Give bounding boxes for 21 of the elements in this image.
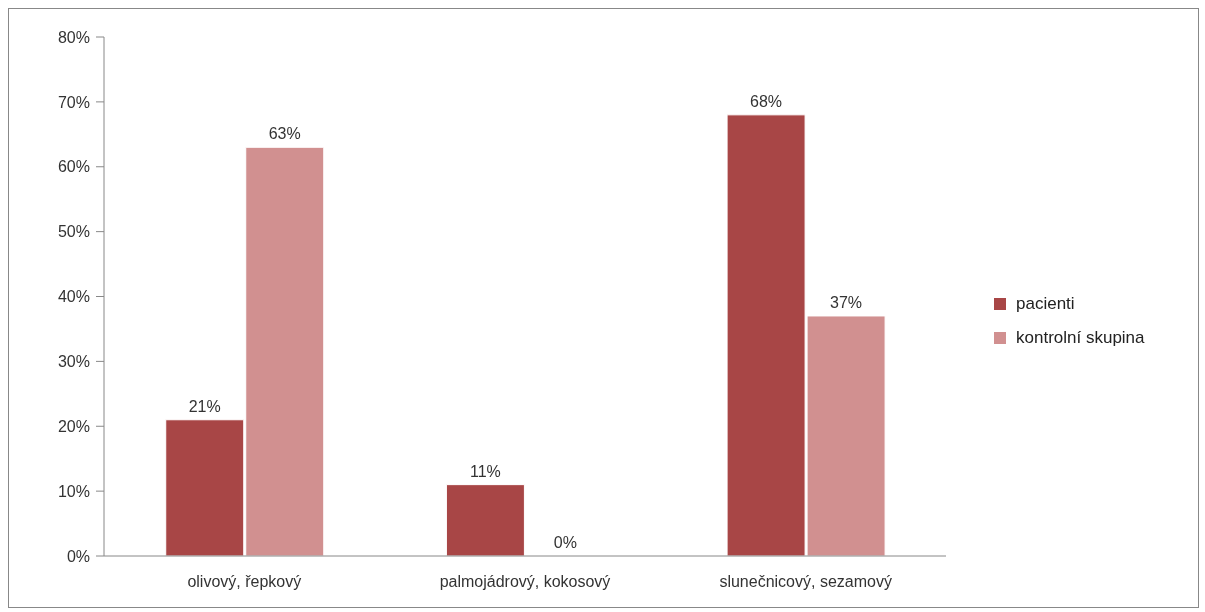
- y-tick-label: 50%: [57, 223, 90, 241]
- y-tick-label: 40%: [57, 288, 90, 306]
- y-tick-label: 30%: [57, 353, 90, 371]
- data-label: 21%: [188, 397, 221, 415]
- data-label: 11%: [469, 462, 501, 480]
- y-tick-label: 80%: [57, 28, 90, 46]
- x-tick-label: palmojádrový, kokosový: [439, 573, 611, 591]
- y-tick-label: 20%: [57, 417, 90, 435]
- data-label: 0%: [553, 533, 577, 551]
- data-label: 37%: [830, 293, 863, 311]
- bar: [445, 484, 525, 556]
- data-label: 68%: [750, 92, 783, 110]
- y-tick-label: 0%: [66, 547, 90, 565]
- y-tick-label: 10%: [57, 482, 90, 500]
- y-tick-label: 70%: [57, 93, 90, 111]
- x-tick-label: olivový, řepkový: [187, 573, 302, 591]
- y-tick-label: 60%: [57, 158, 90, 176]
- legend-label: pacienti: [1016, 294, 1075, 314]
- legend-label: kontrolní skupina: [1016, 328, 1145, 348]
- data-label: 63%: [268, 125, 301, 143]
- x-tick-label: slunečnicový, sezamový: [719, 573, 892, 591]
